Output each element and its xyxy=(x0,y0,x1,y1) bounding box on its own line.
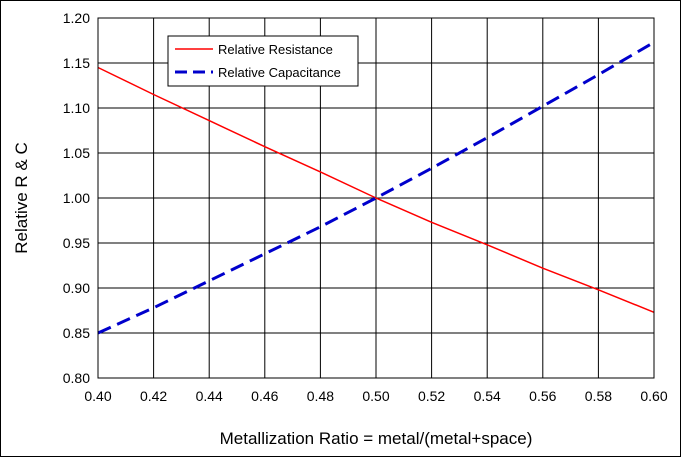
y-tick-label: 0.95 xyxy=(63,235,90,251)
y-tick-label: 1.05 xyxy=(63,145,90,161)
series-lines xyxy=(97,41,655,335)
x-tick-label: 0.46 xyxy=(251,388,278,404)
x-tick-label: 0.42 xyxy=(140,388,167,404)
x-tick-label: 0.48 xyxy=(307,388,334,404)
x-tick-label: 0.58 xyxy=(585,388,612,404)
y-tick-label: 1.10 xyxy=(63,100,90,116)
legend-label-capacitance: Relative Capacitance xyxy=(218,65,341,80)
x-tick-label: 0.44 xyxy=(196,388,223,404)
y-tick-label: 0.90 xyxy=(63,280,90,296)
legend-box xyxy=(167,35,359,87)
x-tick-label: 0.52 xyxy=(418,388,445,404)
x-axis-label: Metallization Ratio = metal/(metal+space… xyxy=(220,429,533,448)
y-axis-label: Relative R & C xyxy=(12,142,31,253)
series-line-resistance xyxy=(97,66,655,313)
plot-border xyxy=(97,17,655,379)
x-tick-label: 0.40 xyxy=(84,388,111,404)
legend-label-resistance: Relative Resistance xyxy=(218,42,333,57)
x-tick-label: 0.56 xyxy=(529,388,556,404)
x-tick-label: 0.50 xyxy=(362,388,389,404)
y-tick-label: 0.80 xyxy=(63,370,90,386)
legend: Relative Resistance Relative Capacitance xyxy=(167,35,359,87)
y-tick-label: 1.15 xyxy=(63,55,90,71)
y-tick-label: 1.20 xyxy=(63,10,90,26)
x-tick-label: 0.60 xyxy=(640,388,667,404)
y-tick-label: 0.85 xyxy=(63,325,90,341)
tick-labels: 0.40 0.42 0.44 0.46 0.48 0.50 0.52 0.54 0.56 0.58… xyxy=(63,10,668,404)
y-tick-label: 1.00 xyxy=(63,190,90,206)
x-tick-label: 0.54 xyxy=(474,388,501,404)
